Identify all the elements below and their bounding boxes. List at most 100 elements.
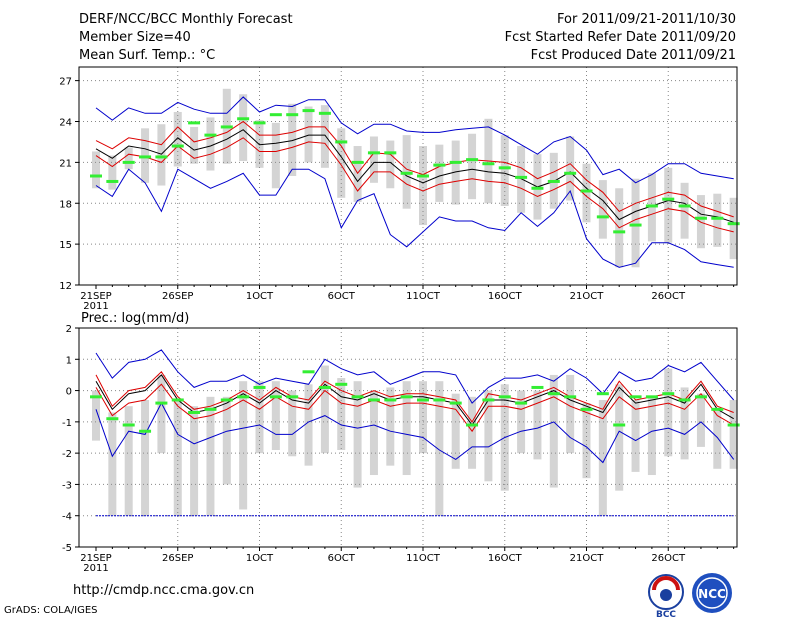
range-box xyxy=(190,126,199,164)
range-box xyxy=(353,381,362,488)
x-tick-label: 6OCT xyxy=(328,553,356,564)
bcc-logo-text: BCC xyxy=(656,610,676,620)
range-box xyxy=(435,381,444,516)
median-marker xyxy=(547,179,560,183)
median-marker xyxy=(122,423,135,427)
median-marker xyxy=(482,162,495,166)
median-marker xyxy=(613,230,626,234)
panel-temperature xyxy=(75,66,740,289)
range-box xyxy=(124,406,133,516)
y-tick-label: -1 xyxy=(62,418,72,429)
median-marker xyxy=(155,401,168,405)
median-marker xyxy=(580,407,593,411)
range-box xyxy=(484,390,493,482)
median-marker xyxy=(302,370,315,374)
range-box xyxy=(320,105,329,168)
range-box xyxy=(729,399,738,469)
median-marker xyxy=(645,204,658,208)
range-box xyxy=(566,374,575,454)
series-max-line xyxy=(95,96,734,184)
range-box xyxy=(696,195,705,249)
range-box xyxy=(141,399,150,516)
median-marker xyxy=(498,395,511,399)
median-marker xyxy=(171,398,184,402)
median-marker xyxy=(580,189,593,193)
series-mean-line xyxy=(95,374,734,426)
median-marker xyxy=(139,155,152,159)
range-box xyxy=(304,106,313,163)
median-marker xyxy=(237,395,250,399)
median-marker xyxy=(547,392,560,396)
range-box xyxy=(680,387,689,460)
y-tick-label: -2 xyxy=(62,449,72,460)
ncc-logo-text: NCC xyxy=(698,587,726,601)
panel-precipitation xyxy=(75,327,740,551)
y-tick-label: 0 xyxy=(66,387,72,398)
range-box xyxy=(124,147,133,170)
median-marker xyxy=(106,417,119,421)
x-tick-label: 26SEP xyxy=(162,291,193,302)
median-marker xyxy=(318,111,331,115)
median-marker xyxy=(417,398,429,402)
median-marker xyxy=(269,395,282,399)
median-marker xyxy=(515,175,528,179)
y-tick-label: 27 xyxy=(59,77,72,88)
median-marker xyxy=(629,223,642,227)
median-marker xyxy=(400,395,413,399)
median-marker xyxy=(596,215,609,219)
median-marker xyxy=(286,113,299,117)
range-box xyxy=(288,103,297,176)
median-marker xyxy=(171,144,184,148)
precip-title: Prec.: log(mm/d) xyxy=(81,311,189,326)
x-tick-label: 6OCT xyxy=(328,291,356,302)
x-tick-label: 1OCT xyxy=(246,291,274,302)
median-marker xyxy=(400,171,413,175)
median-marker xyxy=(678,398,691,402)
y-tick-label: 2 xyxy=(66,324,72,335)
range-box xyxy=(729,197,738,260)
range-box xyxy=(206,117,215,171)
x-tick-label: 11OCT xyxy=(406,291,441,302)
median-marker xyxy=(367,151,380,155)
x-year-label: 2011 xyxy=(83,301,108,312)
range-box xyxy=(549,374,558,488)
produced-date-label: Fcst Produced Date 2011/09/21 xyxy=(530,48,736,63)
x-tick-label: 11OCT xyxy=(406,553,441,564)
median-marker xyxy=(596,392,609,396)
median-marker xyxy=(318,385,331,389)
range-box xyxy=(304,384,313,466)
range-box xyxy=(680,182,689,239)
range-box xyxy=(582,163,591,223)
range-box xyxy=(631,178,640,268)
y-tick-label: 24 xyxy=(59,118,72,129)
x-tick-label: 16OCT xyxy=(488,553,523,564)
series-mean-line xyxy=(95,129,734,223)
range-box xyxy=(386,140,395,189)
range-box xyxy=(271,381,280,451)
median-marker xyxy=(220,125,233,129)
range-box xyxy=(206,396,215,516)
range-box xyxy=(271,122,280,189)
range-box xyxy=(451,393,460,469)
range-box xyxy=(173,399,182,516)
x-tick-label: 16OCT xyxy=(488,291,523,302)
range-box xyxy=(615,384,624,491)
median-marker xyxy=(613,423,626,427)
median-marker xyxy=(351,395,364,399)
median-marker xyxy=(286,395,299,399)
range-box xyxy=(500,135,509,206)
median-marker xyxy=(302,109,315,113)
median-marker xyxy=(711,216,724,220)
series-upper-line xyxy=(95,371,734,423)
median-marker xyxy=(155,155,168,159)
chart-title: DERF/NCC/BCC Monthly Forecast xyxy=(79,12,293,27)
range-box xyxy=(713,193,722,247)
median-marker xyxy=(367,398,380,402)
range-box xyxy=(255,381,264,454)
range-box xyxy=(320,365,329,454)
grads-credit: GrADS: COLA/IGES xyxy=(4,605,98,616)
range-box xyxy=(369,390,378,476)
median-marker xyxy=(417,174,429,178)
median-marker xyxy=(711,407,724,411)
